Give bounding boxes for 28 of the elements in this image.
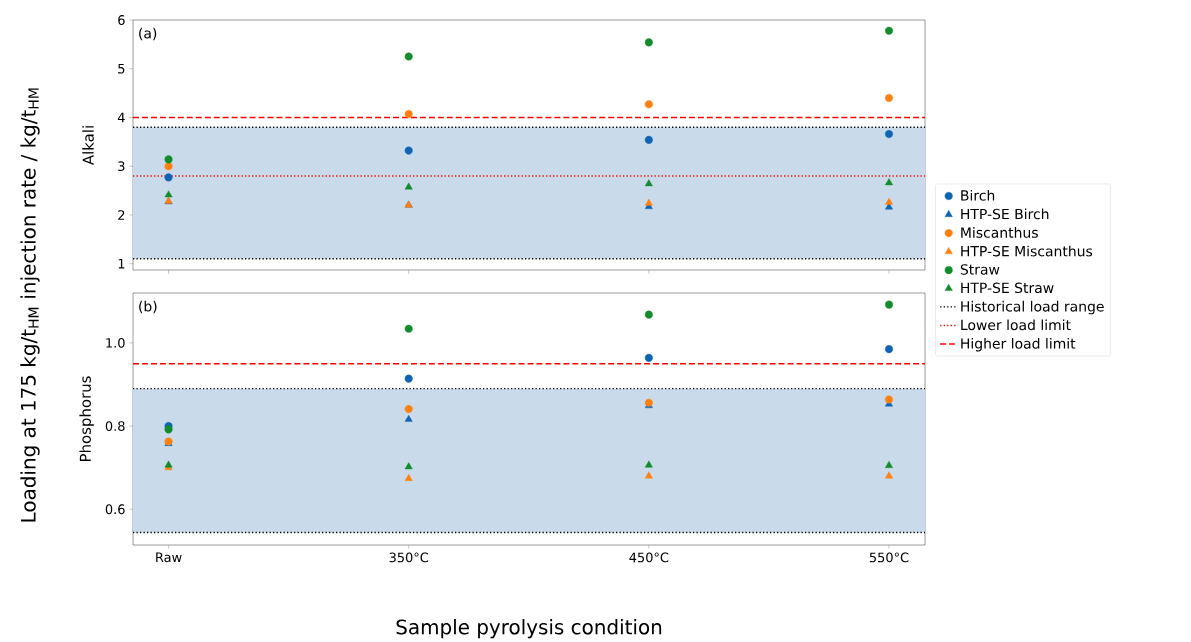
y-tick-label: 3 <box>118 161 125 172</box>
y-tick-label: 0.6 <box>105 504 125 515</box>
y-tick-label: 2 <box>118 210 125 220</box>
y-axis-title: Alkali <box>82 126 94 166</box>
legend-label: Higher load limit <box>961 338 1076 352</box>
legend-label: Historical load range <box>961 301 1104 315</box>
x-tick-label: 350°C <box>389 552 429 563</box>
y-tick-label: 4 <box>117 112 125 123</box>
annotation: (a) <box>139 27 157 41</box>
y-tick-label: 0.8 <box>105 421 125 432</box>
annotation: (b) <box>139 300 157 314</box>
y-tick-label: 1 <box>118 259 125 269</box>
legend-label: Birch <box>961 190 995 201</box>
x-axis-title: Sample pyrolysis condition <box>396 619 662 639</box>
y-tick-label: 1.0 <box>106 338 125 348</box>
legend-label: HTP-SE Miscanthus <box>961 245 1093 257</box>
y-axis-title: Phosphorus <box>79 376 94 462</box>
legend-label: HTP-SE Straw <box>961 282 1054 294</box>
legend-label: Miscanthus <box>961 227 1038 239</box>
legend-label: Lower load limit <box>961 319 1071 331</box>
text: Loading at 175 kg/t$_{HM}$ injection rate / kg/t$_{HM}$ <box>20 88 40 522</box>
y-tick-label: 5 <box>118 64 125 74</box>
legend-label: HTP-SE Birch <box>961 208 1049 220</box>
x-tick-label: 450°C <box>629 552 669 563</box>
x-tick-label: Raw <box>156 552 182 563</box>
x-tick-label: 550°C <box>869 552 909 563</box>
legend-label: Straw <box>960 264 1000 275</box>
y-tick-label: 6 <box>118 15 125 26</box>
